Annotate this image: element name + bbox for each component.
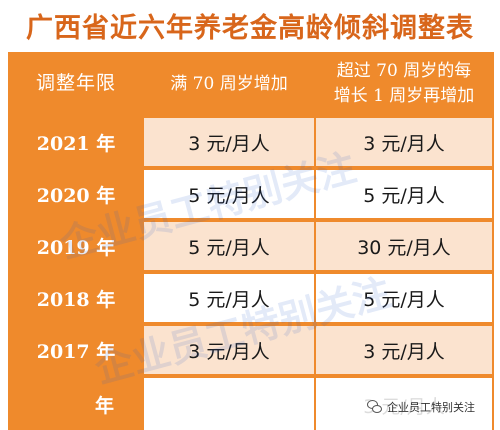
row-year: 2019 年 <box>36 236 116 259</box>
wechat-icon <box>367 400 383 414</box>
row-year: 2021 年 <box>36 132 116 155</box>
table-row: 2020 年 5 元/月人 5 元/月人 <box>8 170 494 218</box>
row-year: 年 <box>94 394 114 417</box>
row-age-70-value: 3 元/月人 <box>144 118 314 166</box>
row-age-70-value: 5 元/月人 <box>144 274 314 322</box>
row-age-70-value: 5 元/月人 <box>144 170 314 218</box>
header-age-70-increase: 满 70 周岁增加 <box>170 73 288 94</box>
row-per-year-value: 5 元/月人 <box>316 170 492 218</box>
row-age-70-value: 3 元/月人 <box>144 326 314 374</box>
row-per-year-value: 3 元/月人 <box>316 326 492 374</box>
header-col2-line2: 增长 1 周岁再增加 <box>333 86 475 106</box>
source-text: 企业员工特别关注 <box>387 401 475 414</box>
table-row: 2019 年 5 元/月人 30 元/月人 <box>8 222 494 270</box>
header-per-year-over-70: 超过 70 周岁的每 增长 1 周岁再增加 <box>316 56 492 112</box>
page-title: 广西省近六年养老金高龄倾斜调整表 <box>26 12 474 44</box>
header-col2-line1: 超过 70 周岁的每 <box>336 61 472 82</box>
row-year: 2017 年 <box>36 340 116 363</box>
table-row: 2021 年 3 元/月人 3 元/月人 <box>8 118 494 166</box>
row-per-year-value: 5 元/月人 <box>316 274 492 322</box>
row-year: 2018 年 <box>36 288 116 311</box>
table-row: 2018 年 5 元/月人 5 元/月人 <box>8 274 494 322</box>
table-row: 2017 年 3 元/月人 3 元/月人 <box>8 326 494 374</box>
row-year: 2020 年 <box>36 184 116 207</box>
source-label: 企业员工特别关注 <box>364 396 478 418</box>
row-age-70-value <box>144 378 314 430</box>
header-year-column: 调整年限 <box>35 72 116 95</box>
pension-adjustment-table: 调整年限 满 70 周岁增加 超过 70 周岁的每 增长 1 周岁再增加 202… <box>8 52 494 430</box>
row-age-70-value: 5 元/月人 <box>144 222 314 270</box>
row-per-year-value: 3 元/月人 <box>316 118 492 166</box>
row-per-year-value: 30 元/月人 <box>316 222 492 270</box>
